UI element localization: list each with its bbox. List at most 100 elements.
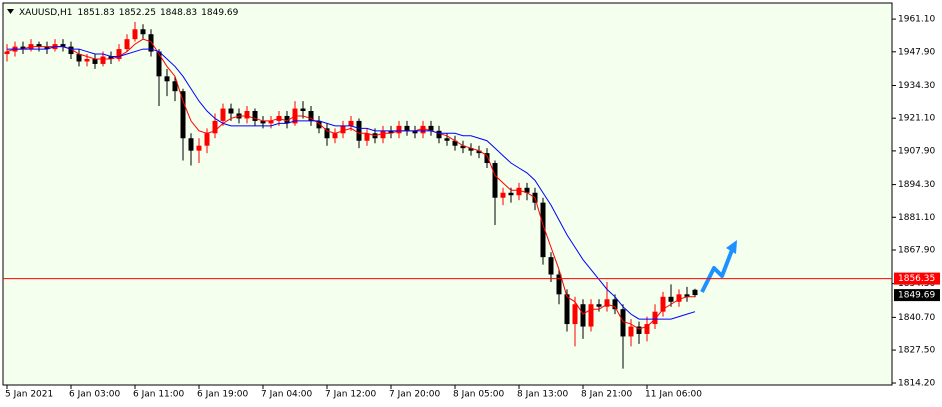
x-tick-label: 8 Jan 05:00: [453, 390, 505, 400]
x-tick-label: 6 Jan 11:00: [133, 390, 185, 400]
candle-body: [324, 128, 330, 139]
y-tick-label: 1947.90: [898, 47, 935, 57]
candle-body: [396, 125, 402, 134]
candle-body: [84, 58, 90, 62]
x-tick-label: 6 Jan 19:00: [197, 390, 249, 400]
candle-body: [124, 39, 130, 50]
candle-body: [36, 44, 42, 47]
candle-body: [260, 120, 266, 124]
candle-body: [92, 58, 98, 64]
y-tick-label: 1894.30: [898, 180, 935, 190]
candle-body: [204, 133, 210, 146]
y-tick-label: 1840.70: [898, 313, 935, 323]
candle-body: [300, 108, 306, 112]
forecast-arrow: [700, 249, 734, 293]
header-high: 1852.25: [119, 8, 156, 18]
ask-label-box: [894, 272, 940, 285]
candle-body: [684, 294, 690, 297]
moving-average: [7, 46, 696, 320]
candle-body: [388, 130, 394, 134]
y-tick-label: 1907.90: [898, 146, 935, 156]
candle-body: [644, 324, 650, 334]
candle-body: [572, 304, 578, 325]
candle-body: [492, 163, 498, 198]
candle-body: [444, 138, 450, 141]
candle-body: [428, 125, 434, 131]
candle-body: [452, 140, 458, 146]
candle-body: [188, 138, 194, 151]
y-tick-label: 1934.30: [898, 81, 935, 91]
header-low: 1848.83: [160, 8, 197, 18]
candle-body: [100, 56, 106, 64]
price-label-box: [894, 289, 940, 302]
candle-body: [140, 29, 146, 35]
candle-body: [564, 294, 570, 325]
plot-layer: [4, 21, 698, 369]
candle-body: [308, 111, 314, 121]
candle-body: [20, 46, 26, 50]
candle-body: [44, 46, 50, 50]
candle-body: [604, 299, 610, 307]
candle-body: [332, 133, 338, 139]
candle-body: [148, 34, 154, 52]
x-tick-label: 8 Jan 21:00: [581, 390, 633, 400]
candle-body: [548, 257, 554, 275]
candle-body: [220, 108, 226, 121]
x-tick-label: 11 Jan 06:00: [645, 390, 702, 400]
candle-body: [60, 44, 66, 47]
candle-body: [500, 192, 506, 198]
candle-body: [620, 309, 626, 337]
candle-body: [228, 108, 234, 114]
x-tick-label: 5 Jan 2021: [5, 390, 53, 400]
candle-body: [636, 326, 642, 334]
candle-body: [508, 192, 514, 196]
candle-body: [404, 125, 410, 131]
candle-body: [316, 120, 322, 129]
candle-body: [76, 54, 82, 62]
plot-area: [2, 2, 893, 386]
candle-body: [284, 115, 290, 124]
candle-body: [116, 49, 122, 59]
candle-body: [668, 296, 674, 302]
candle-body: [676, 294, 682, 302]
candle-body: [244, 111, 250, 119]
y-tick-label: 1827.50: [898, 346, 935, 356]
candle-body: [348, 120, 354, 126]
symbol: XAUUSD,H1: [19, 8, 73, 18]
candle-body: [556, 274, 562, 295]
moving-average: [6, 38, 695, 330]
candle-body: [484, 153, 490, 164]
ask-label: 1856.35: [898, 274, 935, 284]
y-tick-label: 1814.20: [898, 379, 935, 389]
y-tick-label: 1961.10: [898, 15, 935, 25]
candle-body: [132, 29, 138, 40]
candle-body: [516, 187, 522, 196]
y-tick-label: 1867.90: [898, 245, 935, 255]
candle-body: [612, 299, 618, 310]
candle-body: [252, 111, 258, 121]
x-tick-label: 6 Jan 03:00: [69, 390, 121, 400]
header: XAUUSD,H1 1851.83 1852.25 1848.83 1849.69: [19, 8, 239, 18]
candle-body: [380, 130, 386, 139]
y-tick-label: 1921.10: [898, 114, 935, 124]
header-open: 1851.83: [78, 8, 115, 18]
candle-body: [628, 326, 634, 337]
candle-body: [412, 130, 418, 134]
candle-body: [212, 120, 218, 134]
candle-body: [356, 120, 362, 141]
candle-body: [588, 304, 594, 327]
candle-body: [4, 51, 10, 55]
candle-body: [580, 304, 586, 327]
menu-triangle: [7, 9, 14, 14]
forecast-arrow-head: [726, 240, 737, 254]
candle-body: [420, 125, 426, 134]
candle-body: [460, 145, 466, 149]
candle-body: [340, 125, 346, 134]
header-close: 1849.69: [201, 8, 238, 18]
candle-body: [524, 187, 530, 193]
x-tick-label: 7 Jan 04:00: [261, 390, 313, 400]
candle-body: [476, 150, 482, 154]
candle-body: [68, 46, 74, 55]
candle-body: [172, 81, 178, 92]
price-label: 1849.69: [898, 291, 935, 301]
